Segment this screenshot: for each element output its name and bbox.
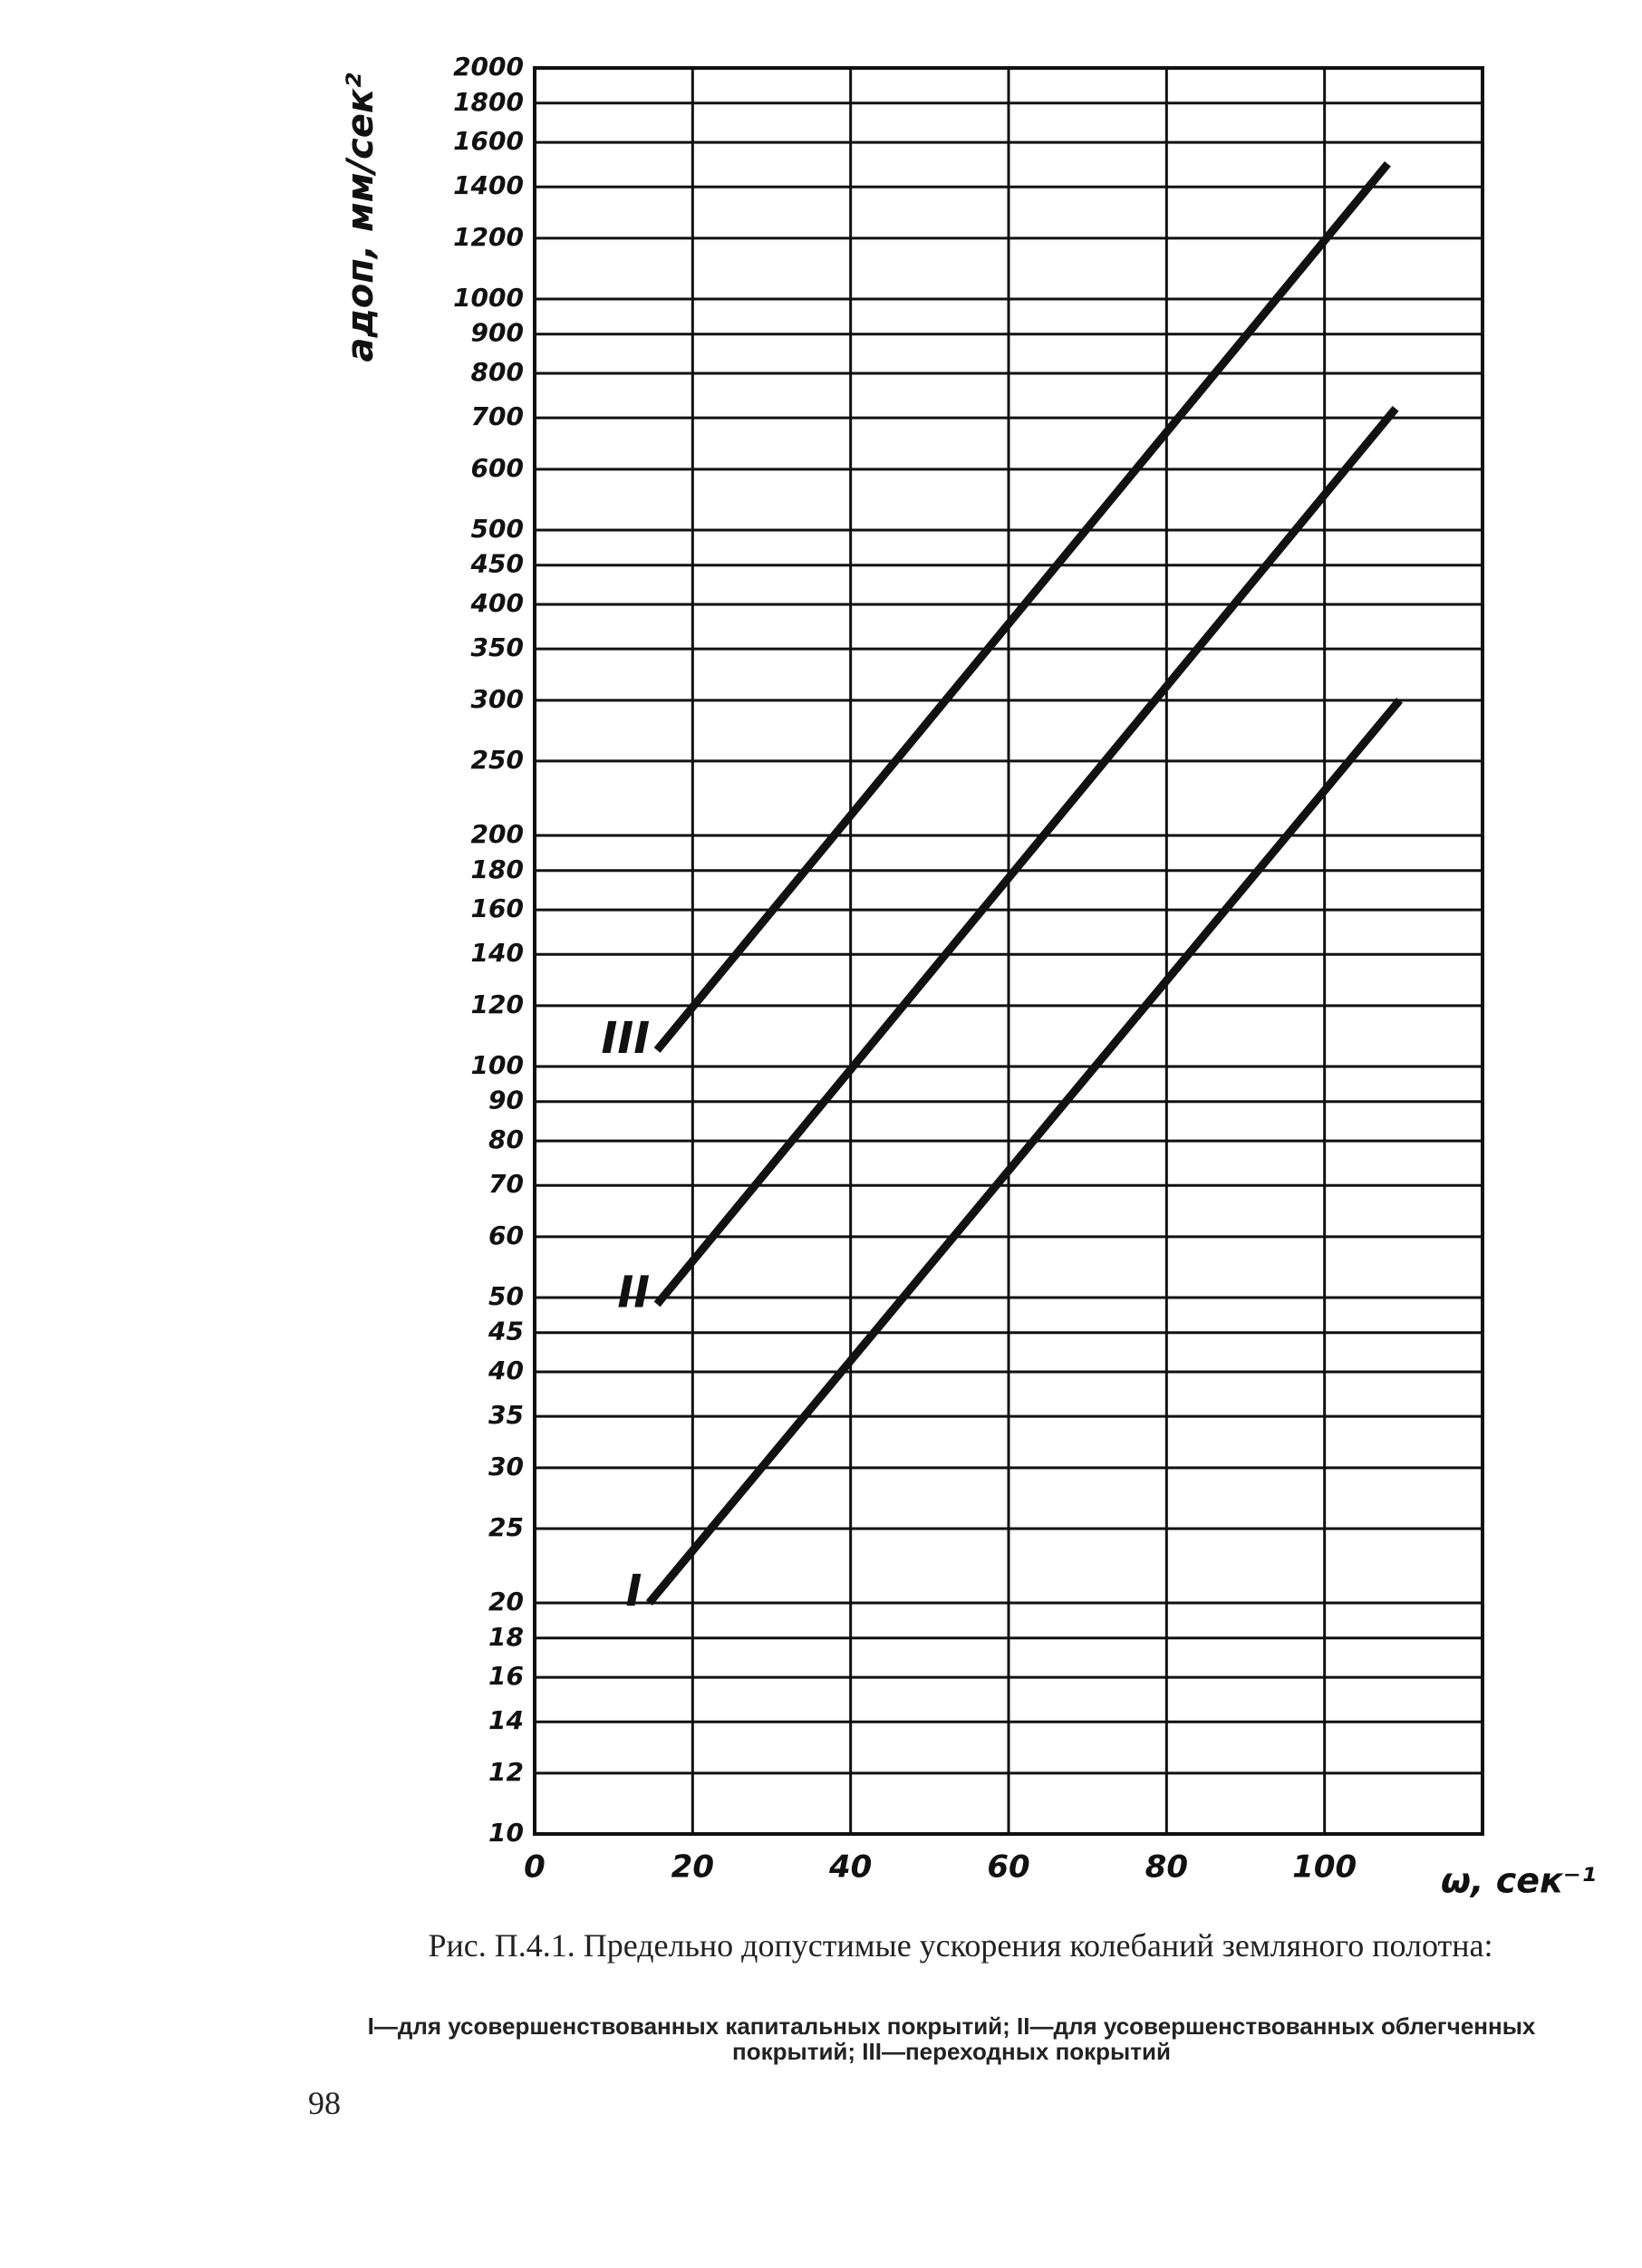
y-tick-label: 14: [488, 1705, 524, 1735]
y-tick-label: 120: [471, 989, 524, 1019]
y-tick-label: 10: [488, 1818, 524, 1848]
y-tick-label: 18: [488, 1622, 524, 1652]
y-tick-label: 50: [488, 1281, 524, 1311]
y-axis-label: aдоп, мм/сек²: [340, 72, 382, 362]
y-tick-label: 40: [488, 1356, 524, 1385]
data-line: [653, 160, 1391, 1053]
y-tick-label: 200: [471, 819, 524, 849]
page-number: 98: [308, 2085, 341, 2121]
caption-title: Рис. П.4.1. Предельно допустимые ускорен…: [428, 1927, 1493, 1964]
caption-note: I—для усовершенствованных капитальных по…: [367, 2012, 1536, 2065]
y-tick-label: 2000: [453, 52, 524, 82]
y-tick-label: 800: [471, 357, 524, 387]
y-tick-label: 700: [471, 401, 524, 431]
y-tick-label: 25: [488, 1512, 524, 1542]
x-tick-label: 80: [1145, 1849, 1188, 1886]
x-tick-label: 100: [1292, 1849, 1357, 1886]
chart: aдоп, мм/сек² ω, сек⁻¹ 20001800160014001…: [340, 52, 1596, 1901]
y-tick-label: 60: [488, 1221, 524, 1250]
x-tick-label: 20: [671, 1849, 714, 1886]
y-tick-label: 12: [488, 1757, 524, 1787]
data-line: [653, 405, 1399, 1308]
y-tick-label: 400: [470, 588, 524, 618]
y-tick-label: 450: [470, 549, 524, 579]
x-tick-label: 0: [524, 1849, 546, 1886]
y-tick-label: 20: [488, 1587, 524, 1617]
y-tick-label: 250: [471, 745, 524, 775]
y-tick-label: 30: [488, 1452, 524, 1481]
y-tick-label: 300: [471, 684, 524, 714]
y-tick-label: 1000: [453, 283, 524, 313]
y-tick-label: 1200: [453, 222, 524, 252]
y-tick-label: 900: [471, 318, 524, 348]
y-tick-label: 35: [488, 1400, 524, 1430]
y-tick-label: 180: [471, 854, 524, 884]
y-tick-label: 1600: [453, 126, 524, 156]
series-label: I: [626, 1566, 642, 1617]
y-tick-label: 160: [471, 893, 524, 923]
data-line: [645, 697, 1403, 1606]
y-tick-label: 140: [471, 938, 524, 968]
y-tick-label: 90: [488, 1086, 524, 1115]
y-tick-label: 70: [488, 1169, 524, 1199]
y-tick-label: 350: [471, 632, 524, 662]
x-tick-label: 60: [987, 1849, 1029, 1886]
y-tick-label: 100: [471, 1050, 524, 1080]
y-tick-label: 16: [488, 1661, 524, 1691]
series-label: III: [602, 1013, 651, 1064]
y-tick-label: 45: [488, 1317, 524, 1346]
y-tick-label: 80: [488, 1124, 524, 1154]
x-axis-label: ω, сек⁻¹: [1441, 1861, 1596, 1901]
y-tick-label: 600: [471, 453, 524, 483]
y-tick-label: 1800: [453, 87, 524, 117]
y-tick-label: 1400: [453, 170, 524, 200]
y-tick-label: 500: [471, 514, 524, 544]
series-label: II: [617, 1267, 650, 1317]
x-tick-label: 40: [828, 1849, 872, 1886]
